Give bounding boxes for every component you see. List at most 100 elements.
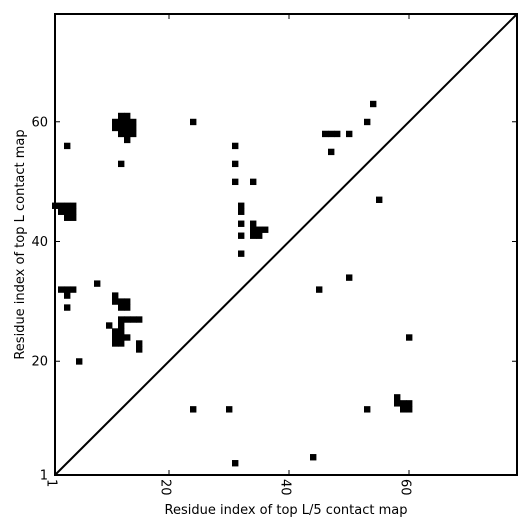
y-tick-label: 40 [31,235,48,250]
x-tick-label: 60 [398,479,413,496]
contact-point [118,328,125,335]
contact-point [400,400,407,407]
contact-point [238,202,245,209]
contact-point [232,142,239,150]
contact-point [130,316,137,323]
contact-point [394,400,401,407]
contact-point [394,394,401,401]
contact-point [64,304,71,311]
contact-point [124,118,131,126]
contact-point [250,220,257,227]
contact-point [118,160,125,168]
contact-point [226,406,233,413]
x-tick-label: 20 [158,479,173,496]
contact-point [190,406,197,413]
contact-point [58,202,65,209]
contact-point [118,124,125,132]
contact-point [112,334,119,341]
contact-point [238,208,245,215]
contact-point [124,316,131,323]
contact-point [58,208,65,215]
contact-point [400,406,407,413]
contact-point [112,292,119,299]
contact-point [136,316,143,323]
contact-point [118,130,125,138]
contact-point [250,178,257,186]
contact-point [112,340,119,347]
contact-point [124,298,131,305]
contact-point [124,124,131,132]
contact-point [256,232,263,239]
contact-point [118,316,125,323]
contact-point [256,226,263,233]
contact-point [112,124,119,132]
contact-point [346,274,353,281]
x-axis-title: Residue index of top L/5 contact map [165,503,408,518]
contact-point [238,220,245,227]
contact-point [406,400,413,407]
contact-point [118,340,125,347]
contact-point [118,118,125,126]
contact-point [64,208,71,215]
axis-ticks: 1 20 40 60 1 20 40 60 [31,14,517,496]
contact-point [64,286,71,293]
contact-point [364,406,371,413]
contact-point [94,280,101,287]
contact-point [238,232,245,239]
contact-point [106,322,113,329]
contact-point [136,340,143,347]
contact-point [370,100,377,108]
contact-point [124,304,131,311]
contact-point [124,136,131,144]
contact-point [136,346,143,353]
contact-point [130,130,137,138]
contact-point [316,286,323,293]
x-tick-label: 40 [278,479,293,496]
contact-point [322,130,329,138]
contact-point [118,112,125,120]
contact-point [262,226,269,233]
contact-point [64,292,71,299]
contact-point [118,298,125,305]
contact-point [112,298,119,305]
contact-point [118,334,125,341]
contact-point [124,334,131,341]
contact-point [232,160,239,168]
plot-frame [54,13,518,476]
contact-point [130,118,137,126]
contact-point [70,208,77,215]
contact-point [190,118,197,126]
diagonal-line [54,13,518,476]
contact-points [52,100,413,467]
contact-point [250,226,257,233]
contact-point [250,232,257,239]
contact-point [124,112,131,120]
contact-point [118,322,125,329]
contact-point [328,130,335,138]
y-tick-label: 60 [31,115,48,130]
contact-point [76,358,83,365]
contact-point [112,118,119,126]
contact-point [130,124,137,132]
contact-point [64,214,71,221]
contact-point [346,130,353,138]
contact-point [310,454,317,461]
contact-point [406,334,413,341]
contact-point [124,130,131,138]
y-tick-label: 20 [31,355,48,370]
contact-point [232,460,239,467]
contact-point [70,202,77,209]
x-tick-label: 1 [44,479,59,487]
contact-point [364,118,371,126]
contact-point [334,130,341,138]
contact-point [64,142,71,150]
contact-point [112,328,119,335]
y-tick-label: 1 [40,469,48,484]
contact-point [406,406,413,413]
contact-point [70,286,77,293]
contact-point [58,286,65,293]
contact-point [328,148,335,156]
contact-point [70,214,77,221]
contact-point [238,250,245,257]
